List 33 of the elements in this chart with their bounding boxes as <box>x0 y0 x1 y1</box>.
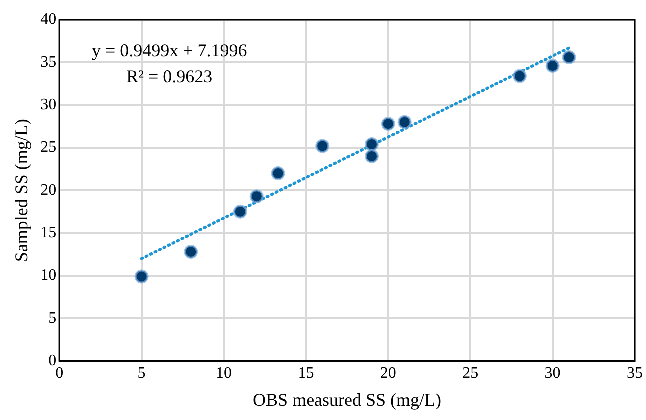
point <box>233 204 248 219</box>
point <box>512 69 527 84</box>
y-tick-label: 0 <box>48 352 57 370</box>
y-tick-label: 30 <box>40 96 57 114</box>
point <box>184 245 198 260</box>
y-axis-title: Sampled SS (mg/L) <box>12 119 32 262</box>
x-tick-label: 25 <box>462 365 479 382</box>
y-tick-label: 40 <box>40 11 57 28</box>
y-tick-label: 35 <box>40 54 57 71</box>
point <box>316 139 330 154</box>
x-tick-label: 5 <box>138 365 146 382</box>
point <box>271 166 286 181</box>
y-tick-label: 25 <box>40 139 57 156</box>
point <box>134 270 149 284</box>
point <box>562 50 576 65</box>
y-tick-label: 15 <box>40 224 57 242</box>
point <box>381 117 396 132</box>
x-tick-label: 15 <box>298 365 314 382</box>
y-tick-label: 5 <box>48 310 57 327</box>
x-tick-label: 10 <box>216 365 232 382</box>
x-tick-label: 35 <box>627 365 643 382</box>
point <box>364 149 379 164</box>
point <box>398 115 412 130</box>
x-tick-label: 20 <box>380 365 396 382</box>
y-tick-label: 20 <box>40 182 57 199</box>
x-axis-title: OBS measured SS (mg/L) <box>253 390 442 410</box>
y-tick-label: 10 <box>40 267 57 284</box>
annotation: R² = 0.9623 <box>126 66 213 87</box>
x-tick-label: 30 <box>544 365 561 382</box>
point <box>250 190 264 204</box>
point <box>546 59 560 74</box>
annotation: y = 0.9499x + 7.1996 <box>92 40 248 61</box>
point <box>364 138 379 152</box>
